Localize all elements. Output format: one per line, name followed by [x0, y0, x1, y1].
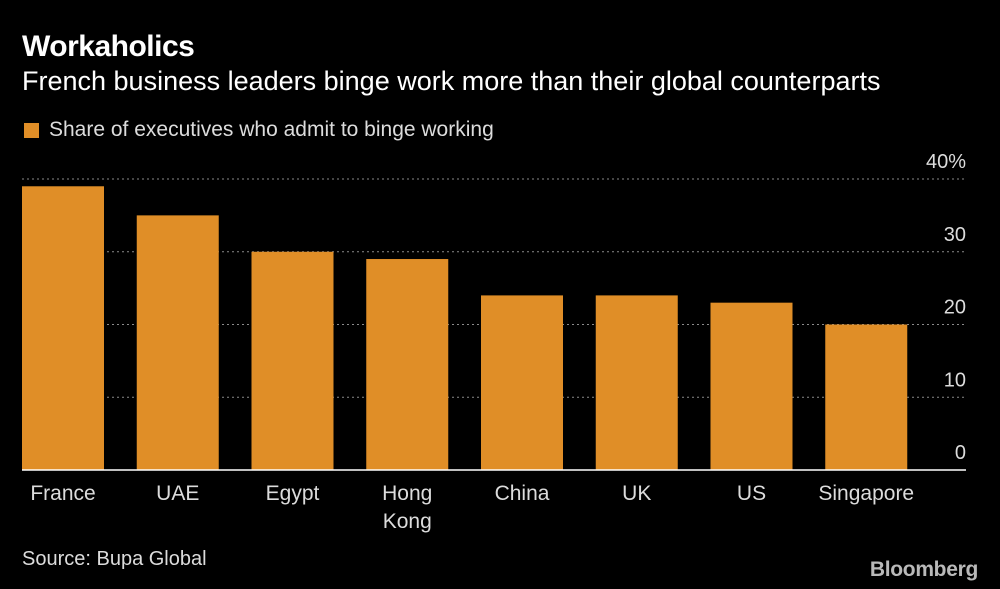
chart-title: Workaholics: [22, 30, 195, 63]
source-note: Source: Bupa Global: [22, 548, 207, 570]
x-tick-label: UK: [622, 482, 651, 505]
y-tick-label: 40%: [926, 151, 966, 173]
legend-swatch: [24, 122, 39, 138]
x-tick-label: Kong: [383, 510, 432, 533]
x-tick-label: China: [495, 482, 550, 505]
bar: [136, 215, 219, 470]
legend: Share of executives who admit to binge w…: [24, 118, 494, 142]
bar: [481, 295, 563, 470]
legend-label: Share of executives who admit to binge w…: [49, 118, 494, 141]
bar: [251, 251, 334, 470]
x-tick-label: Hong: [382, 482, 432, 505]
x-tick-label: US: [737, 482, 766, 505]
y-tick-label: 10: [944, 369, 966, 391]
x-tick-label: Egypt: [266, 482, 320, 505]
bar: [595, 295, 678, 470]
x-tick-label: Singapore: [818, 482, 914, 505]
brand-logo: Bloomberg: [869, 558, 978, 581]
y-tick-label: 20: [944, 297, 966, 319]
chart-subtitle: French business leaders binge work more …: [22, 66, 881, 96]
y-tick-label: 0: [955, 442, 966, 464]
x-tick-label: France: [30, 482, 95, 505]
bar: [825, 324, 908, 470]
bar: [22, 186, 104, 470]
bar: [366, 259, 449, 470]
y-tick-label: 30: [944, 224, 966, 246]
x-tick-label: UAE: [156, 482, 199, 505]
bar: [710, 302, 793, 470]
